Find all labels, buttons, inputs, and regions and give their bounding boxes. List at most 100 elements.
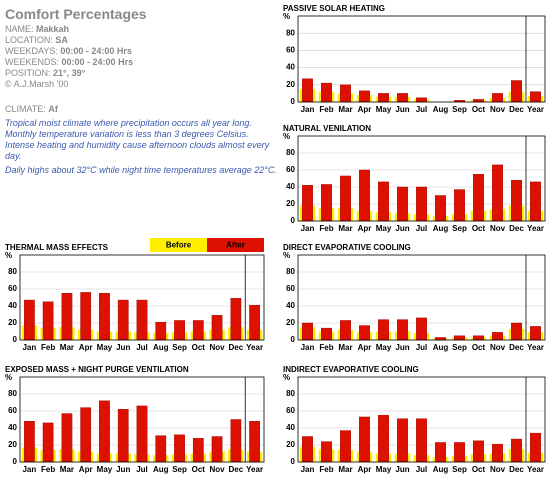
y-tick-label: 60 (286, 46, 295, 55)
field-value: 21°, 39° (53, 68, 86, 78)
climate-value: Af (48, 104, 58, 114)
bar (61, 293, 73, 341)
x-tick-label: Jun (395, 465, 409, 474)
fields: NAME: Makkah LOCATION: SA WEEKDAYS: 00:00 … (5, 24, 280, 79)
x-tick-label: Jun (395, 224, 409, 233)
bar (359, 169, 370, 222)
bar (359, 90, 370, 103)
y-tick-label: 0 (291, 216, 296, 225)
bar (321, 441, 332, 463)
y-axis-label: % (283, 132, 290, 141)
y-tick-label: 40 (286, 423, 295, 432)
x-tick-label: Sep (452, 105, 467, 114)
field-label: NAME: (5, 24, 34, 34)
x-tick-label: Year (527, 105, 544, 114)
x-tick-label: Feb (41, 465, 55, 474)
x-tick-label: Jan (301, 343, 315, 352)
bar (249, 421, 260, 463)
bar (340, 84, 351, 103)
bar (397, 93, 408, 103)
x-tick-label: Apr (358, 224, 372, 233)
bar (530, 181, 541, 222)
x-tick-label: Oct (192, 465, 206, 474)
bar (511, 179, 522, 222)
plot-frame (19, 376, 265, 463)
x-tick-label: Nov (490, 343, 506, 352)
bar (454, 189, 465, 222)
x-tick-label: Aug (433, 465, 449, 474)
x-tick-label: Sep (452, 224, 467, 233)
bar (80, 407, 92, 463)
bar (492, 93, 503, 103)
x-tick-label: Apr (79, 465, 93, 474)
bar (24, 299, 35, 341)
bar (80, 292, 92, 341)
x-tick-label: Dec (509, 224, 524, 233)
y-tick-label: 20 (8, 440, 17, 449)
y-tick-label: 0 (291, 97, 296, 106)
x-tick-label: Aug (433, 105, 449, 114)
x-tick-label: Oct (472, 105, 486, 114)
bar (230, 419, 242, 463)
x-tick-label: Year (527, 224, 544, 233)
y-tick-label: 0 (291, 457, 296, 466)
y-tick-label: 60 (286, 165, 295, 174)
x-tick-label: Oct (472, 465, 486, 474)
bar (511, 322, 522, 341)
bar (321, 82, 332, 103)
bar (340, 175, 351, 222)
bar (416, 97, 427, 103)
bar (473, 440, 484, 463)
bar (117, 409, 129, 463)
x-tick-label: Year (246, 465, 263, 474)
x-tick-label: Mar (338, 105, 352, 114)
x-tick-label: Jan (301, 465, 315, 474)
bar (378, 181, 389, 222)
climate-label: CLIMATE: (5, 104, 46, 114)
x-tick-label: Dec (509, 105, 524, 114)
bar (321, 184, 332, 222)
x-tick-label: Feb (41, 343, 55, 352)
x-tick-label: Aug (153, 343, 169, 352)
field-value: 00:00 - 24:00 Hrs (60, 46, 132, 56)
bar (302, 185, 313, 222)
plot-frame (297, 254, 546, 341)
x-tick-label: Jun (395, 105, 409, 114)
x-tick-label: Apr (358, 465, 372, 474)
chart-title: DIRECT EVAPORATIVE COOLING (283, 243, 411, 252)
x-tick-label: Dec (229, 343, 244, 352)
x-tick-label: Feb (319, 343, 333, 352)
field-label: POSITION: (5, 68, 51, 78)
copyright: © A.J.Marsh '00 (5, 79, 69, 89)
bar (397, 418, 408, 463)
chart-title: EXPOSED MASS + NIGHT PURGE VENTILATION (5, 365, 189, 374)
field-row: POSITION: 21°, 39° (5, 68, 280, 79)
y-tick-label: 40 (8, 423, 17, 432)
x-tick-label: May (97, 343, 113, 352)
y-axis-label: % (283, 12, 290, 21)
plot-frame (19, 254, 265, 341)
x-tick-label: Jul (416, 465, 428, 474)
x-tick-label: Nov (490, 105, 506, 114)
description-text: Daily highs about 32°C while night time … (5, 165, 277, 175)
bar (397, 319, 408, 341)
field-row: WEEKDAYS: 00:00 - 24:00 Hrs (5, 46, 280, 57)
x-tick-label: Feb (319, 465, 333, 474)
y-tick-label: 20 (8, 318, 17, 327)
x-tick-label: Nov (210, 465, 226, 474)
field-value: SA (55, 35, 68, 45)
bar (174, 434, 185, 463)
bar (416, 186, 427, 222)
field-row: LOCATION: SA (5, 35, 280, 46)
x-tick-label: Jul (136, 343, 148, 352)
y-tick-label: 40 (286, 182, 295, 191)
x-tick-label: Feb (319, 224, 333, 233)
y-tick-label: 80 (286, 389, 295, 398)
y-tick-label: 80 (286, 267, 295, 276)
x-tick-label: Jun (116, 343, 130, 352)
x-tick-label: Feb (319, 105, 333, 114)
y-axis-label: % (283, 373, 290, 382)
x-tick-label: Jan (301, 105, 315, 114)
